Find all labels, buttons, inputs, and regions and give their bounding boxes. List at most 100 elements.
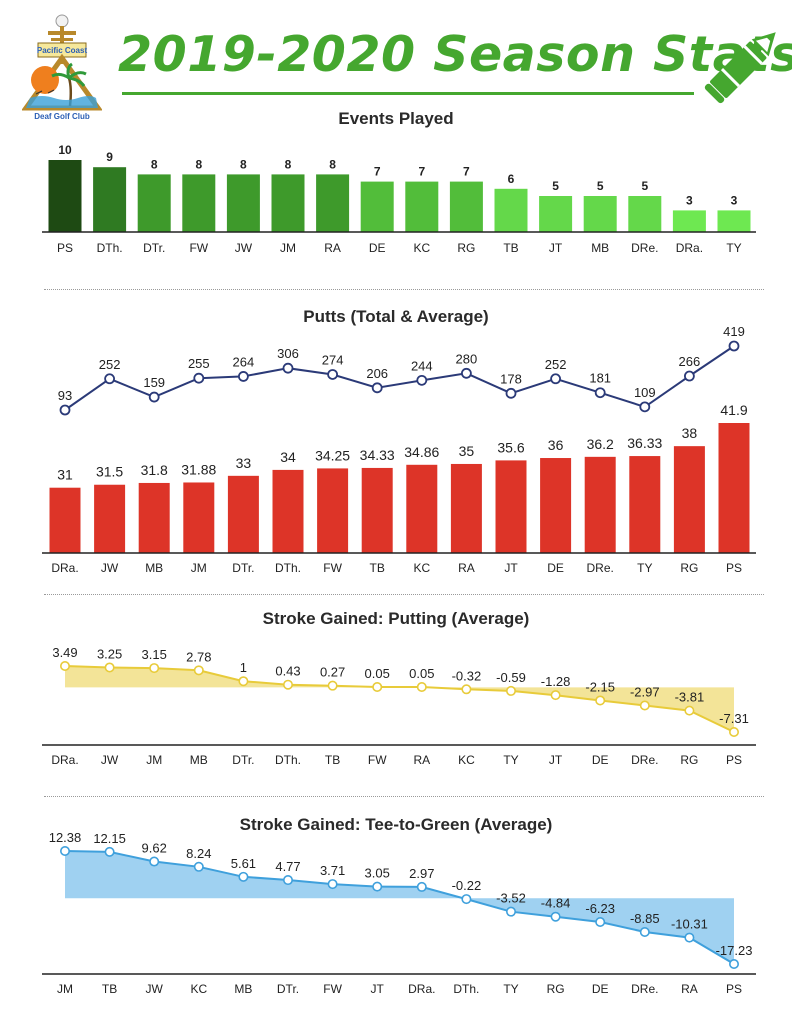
line-value-label: 206 — [366, 366, 388, 381]
series-point — [149, 856, 160, 867]
line-value-label: 178 — [500, 371, 522, 386]
line-value-label: 93 — [58, 388, 72, 403]
x-tick-label: JW — [146, 982, 164, 996]
bar-value-label: 7 — [374, 165, 381, 179]
line-value-label: 159 — [143, 375, 165, 390]
bar — [182, 174, 216, 232]
x-tick-label: RG — [457, 241, 475, 255]
series-point — [282, 679, 293, 690]
bar — [717, 210, 751, 232]
series-line — [64, 665, 735, 733]
line-value-label: 280 — [456, 351, 478, 366]
series-point — [505, 685, 516, 696]
x-tick-label: TY — [503, 982, 518, 996]
point-value-label: 3.49 — [52, 645, 77, 660]
bar — [628, 196, 662, 232]
x-tick-label: DRa. — [676, 241, 703, 255]
area-fill — [65, 666, 734, 732]
bar-value-label: 5 — [641, 179, 648, 193]
x-tick-label: DE — [592, 982, 609, 996]
bar — [316, 174, 350, 232]
series-point — [282, 875, 293, 886]
x-tick-label: FW — [368, 753, 387, 767]
bar — [450, 463, 482, 553]
x-tick-label: MB — [234, 982, 252, 996]
x-tick-label: RA — [324, 241, 341, 255]
chart-title: Stroke Gained: Putting (Average) — [263, 609, 530, 628]
x-tick-label: TY — [637, 561, 652, 575]
line-point — [237, 371, 249, 382]
bar-value-label: 34.33 — [360, 447, 395, 463]
bar-value-label: 8 — [240, 157, 247, 171]
bar — [48, 160, 82, 232]
series-point — [372, 881, 383, 892]
section-divider — [44, 796, 764, 797]
series-point — [639, 700, 650, 711]
events-played-chart: Events Played 10 PS 9 DTh. 8 DTr. 8 FW 8 JW 8 JM 8 RA… — [42, 109, 756, 255]
bar-value-label: 3 — [686, 193, 693, 207]
bar-value-label: 8 — [151, 157, 158, 171]
point-value-label: 2.78 — [186, 649, 211, 664]
point-value-label: -3.52 — [496, 891, 526, 906]
bar-value-label: 8 — [195, 157, 202, 171]
bar-value-label: 7 — [463, 165, 470, 179]
line-point — [639, 401, 651, 413]
bar — [226, 174, 260, 232]
bar — [540, 458, 572, 553]
bar-value-label: 7 — [418, 165, 425, 179]
x-tick-label: DRa. — [408, 982, 435, 996]
line-point — [59, 404, 71, 416]
bar-value-label: 36.2 — [587, 436, 614, 452]
bar-value-label: 6 — [508, 172, 515, 186]
x-tick-label: DRe. — [631, 753, 658, 767]
point-value-label: 3.15 — [142, 647, 167, 662]
bar — [137, 174, 171, 232]
x-tick-label: DRe. — [587, 561, 614, 575]
bar — [93, 167, 127, 232]
x-tick-label: KC — [413, 241, 430, 255]
series-point — [461, 894, 472, 905]
line-value-label: 266 — [679, 354, 701, 369]
line-value-label: 252 — [99, 357, 121, 372]
logo-graphic: Pacific Coast — [21, 14, 103, 111]
series-point — [684, 705, 695, 716]
x-tick-label: RA — [413, 753, 430, 767]
x-tick-label: FW — [323, 561, 342, 575]
point-value-label: -17.23 — [716, 943, 753, 958]
x-tick-label: JT — [504, 561, 518, 575]
bar-value-label: 35.6 — [497, 439, 524, 455]
x-tick-label: RG — [680, 753, 698, 767]
series-point — [505, 906, 516, 917]
series-point — [104, 846, 115, 857]
line-point — [282, 362, 294, 374]
bar-value-label: 5 — [552, 179, 559, 193]
x-tick-label: DTr. — [277, 982, 299, 996]
logo-bottom-text: Deaf Golf Club — [34, 112, 90, 121]
bar — [718, 423, 750, 553]
bar-value-label: 31.8 — [141, 462, 168, 478]
point-value-label: -1.28 — [541, 674, 571, 689]
bar-value-label: 3 — [731, 193, 738, 207]
point-value-label: 0.27 — [320, 665, 345, 680]
series-point — [238, 871, 249, 882]
series-point — [59, 845, 70, 856]
x-tick-label: MB — [591, 241, 609, 255]
line-point — [104, 373, 115, 385]
point-value-label: -3.81 — [675, 690, 705, 705]
point-value-label: 1 — [240, 660, 247, 675]
x-tick-label: TB — [325, 753, 340, 767]
line-point — [594, 387, 606, 399]
bar-value-label: 5 — [597, 179, 604, 193]
bar — [539, 196, 573, 232]
x-tick-label: JM — [280, 241, 296, 255]
bar — [406, 464, 438, 553]
series-point — [59, 660, 70, 671]
point-value-label: -2.97 — [630, 684, 660, 699]
bar-value-label: 38 — [682, 425, 698, 441]
point-value-label: 8.24 — [186, 846, 211, 861]
point-value-label: 4.77 — [275, 859, 300, 874]
series-point — [550, 911, 561, 922]
chart-title: Stroke Gained: Tee-to-Green (Average) — [240, 815, 553, 834]
x-tick-label: KC — [190, 982, 207, 996]
page-title: 2019-2020 Season Stats — [118, 26, 792, 83]
